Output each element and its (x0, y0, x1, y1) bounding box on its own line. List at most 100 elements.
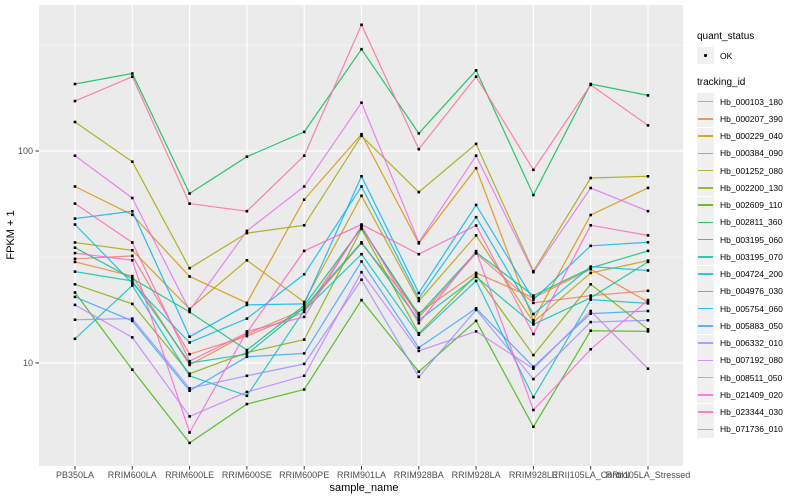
data-point (302, 185, 306, 188)
data-point (131, 279, 134, 283)
data-point (417, 147, 421, 151)
data-point (302, 315, 306, 319)
data-point (245, 374, 249, 378)
data-point (188, 387, 191, 390)
legend-key (697, 282, 714, 300)
data-point (646, 209, 650, 213)
data-point (360, 226, 363, 230)
data-point (646, 186, 650, 190)
data-point (188, 307, 191, 311)
x-tick-label: RRIM928LE (509, 470, 558, 480)
data-point (302, 310, 306, 314)
data-point (532, 353, 535, 357)
data-point (188, 361, 191, 365)
legend-item-Hb_003195_060: Hb_003195_060 (697, 231, 799, 248)
data-point (131, 368, 134, 371)
data-point (532, 367, 535, 370)
data-point (589, 294, 592, 297)
data-point (589, 312, 592, 315)
x-tick-labels: PB350LA RRIM600LA RRIM600LE RRIM600SE RRIM60… (56, 470, 690, 480)
data-point (360, 270, 363, 274)
legend-line-swatch (698, 411, 713, 413)
data-point (245, 390, 249, 394)
data-point (188, 192, 191, 195)
data-point (188, 441, 191, 445)
data-point (131, 196, 134, 200)
data-point (131, 274, 134, 278)
data-point (646, 94, 650, 97)
legend-line-swatch (698, 100, 713, 103)
data-point (417, 319, 421, 322)
data-point (532, 320, 535, 324)
data-point (73, 120, 77, 124)
data-point (532, 365, 535, 369)
data-point (302, 198, 306, 201)
legend-line-swatch (698, 394, 713, 396)
data-point (532, 312, 535, 316)
legend-item-label: Hb_005883_050 (720, 320, 783, 331)
legend-item-label: Hb_001252_080 (720, 165, 783, 176)
x-tick-label: RRIM600LA (108, 470, 157, 480)
legend-line-swatch (698, 342, 713, 344)
data-point (131, 213, 134, 217)
data-point (474, 308, 478, 312)
legend-key (697, 300, 714, 317)
data-point (589, 176, 592, 180)
legend-item-Hb_021409_020: Hb_021409_020 (697, 386, 799, 404)
data-point (302, 374, 306, 378)
data-point (245, 331, 249, 334)
data-point (532, 332, 535, 336)
legend-key (697, 248, 714, 266)
data-point (474, 234, 478, 237)
legend-item-label: Hb_006332_010 (720, 338, 783, 348)
legend-line-swatch (698, 221, 713, 224)
data-point (188, 363, 191, 367)
data-point (188, 335, 191, 338)
data-point (188, 266, 191, 270)
data-point (188, 415, 191, 418)
data-point (73, 202, 77, 205)
data-point (188, 341, 191, 344)
x-tick-label: RRII105LA_Stressed (606, 470, 691, 480)
tracking-id-item-list: Hb_000103_180 Hb_000207_390 Hb_000229_040 H… (697, 93, 799, 438)
data-point (417, 333, 421, 336)
data-point (474, 203, 478, 207)
data-point (302, 273, 306, 276)
data-point (474, 154, 478, 157)
data-point (532, 377, 535, 381)
data-point (474, 69, 478, 72)
data-point (188, 389, 191, 392)
data-point (245, 334, 249, 338)
data-point (73, 260, 77, 264)
legend-item-label: Hb_000207_390 (720, 113, 783, 124)
data-point (302, 224, 306, 227)
data-point (245, 402, 249, 406)
data-point (73, 303, 77, 307)
data-point (646, 124, 650, 127)
data-point (417, 313, 421, 316)
data-point (474, 307, 478, 310)
x-tick-label: RRIM901LA (337, 470, 386, 480)
data-point (360, 252, 363, 256)
data-point (474, 275, 478, 279)
data-point (532, 296, 535, 300)
data-point (646, 302, 650, 305)
data-point (245, 229, 249, 233)
data-point (417, 375, 421, 379)
data-point (131, 302, 134, 306)
data-point (589, 320, 592, 324)
data-point (302, 249, 306, 253)
data-point (73, 283, 77, 286)
data-point (131, 75, 134, 78)
legend-item-Hb_004976_030: Hb_004976_030 (697, 282, 799, 300)
data-point (188, 372, 191, 375)
data-point (245, 317, 249, 320)
data-point (188, 309, 191, 312)
data-point (302, 130, 306, 134)
legend-item-label: Hb_002811_360 (720, 217, 783, 228)
data-point (131, 259, 134, 262)
x-axis-title: sample_name (329, 482, 398, 494)
legend-item-Hb_071736_010: Hb_071736_010 (697, 420, 799, 438)
data-point (302, 352, 306, 355)
